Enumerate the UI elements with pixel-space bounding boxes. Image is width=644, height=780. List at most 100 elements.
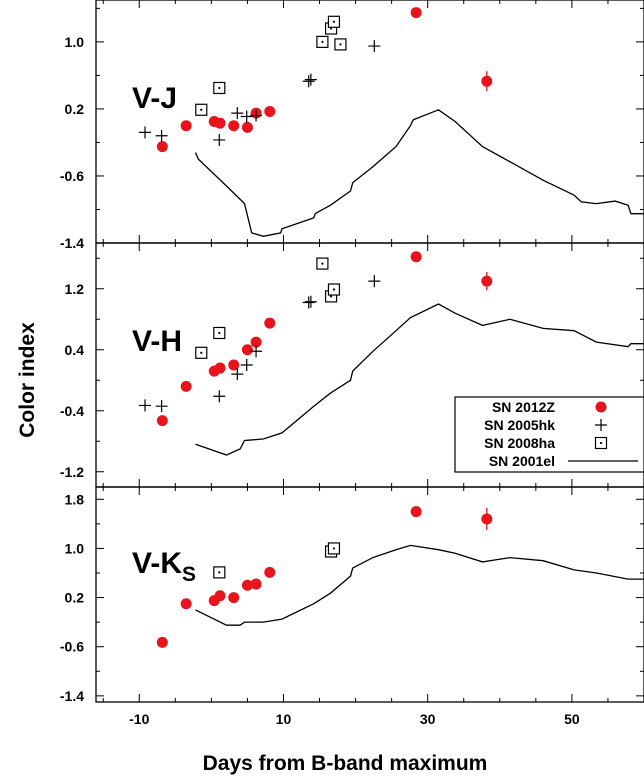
point-sn-2012z	[481, 513, 493, 525]
point-sn-2008ha	[195, 103, 208, 116]
legend-label-sn-2008ha: SN 2008ha	[484, 435, 555, 451]
point-sn-2008ha	[195, 346, 208, 359]
y-tick-label: -1.4	[60, 688, 84, 704]
panel-v-k: -1.4 -0.6 0.2 1.0 1.8 V-KS	[60, 486, 644, 704]
point-sn-2005hk	[155, 400, 168, 413]
point-sn-2005hk	[302, 296, 315, 309]
point-sn-2008ha	[213, 81, 226, 95]
y-tick-label: -1.2	[60, 464, 84, 480]
point-sn-2012z	[180, 598, 192, 610]
point-sn-2012z	[156, 141, 168, 153]
y-tick-label: 0.4	[65, 342, 85, 358]
legend-symbol-sn-2008ha	[594, 436, 608, 450]
legend-label-sn-2012z: SN 2012Z	[492, 399, 555, 415]
point-sn-2008ha	[327, 15, 341, 28]
point-sn-2012z	[180, 380, 192, 392]
point-sn-2012z	[250, 578, 262, 590]
point-sn-2005hk	[250, 345, 263, 358]
point-sn-2012z	[228, 359, 240, 371]
series-line-sn-2001el	[194, 109, 644, 237]
point-sn-2008ha	[327, 283, 341, 296]
series-layer	[139, 7, 644, 237]
panel-label-subscript: S	[182, 563, 196, 586]
point-sn-2005hk	[240, 359, 253, 371]
point-sn-2012z	[264, 105, 276, 117]
series-line-sn-2001el	[195, 303, 644, 456]
x-axis-label: Days from B-band maximum	[203, 752, 488, 775]
point-sn-2008ha	[213, 566, 226, 579]
panel-label-v-k: V-KS	[132, 547, 196, 586]
legend-symbol-sn-2012z	[595, 401, 607, 413]
y-tick-label: 1.0	[65, 34, 85, 50]
x-tick-label: 50	[564, 711, 580, 727]
point-sn-2012z	[410, 506, 422, 518]
y-axis-label: Color index	[16, 322, 39, 438]
point-sn-2012z	[228, 592, 240, 604]
y-tick-label: -0.4	[60, 403, 84, 419]
point-sn-2005hk	[250, 109, 263, 122]
point-sn-2005hk	[213, 390, 226, 403]
legend-label-sn-2005hk: SN 2005hk	[484, 417, 555, 433]
y-tick-label: 1.0	[65, 540, 85, 556]
point-sn-2012z	[481, 275, 493, 287]
point-sn-2012z	[241, 344, 253, 356]
panel-v-j: -1.4 -0.6 0.2 1.0 V-J	[60, 0, 644, 251]
panel-frame	[95, 486, 644, 703]
point-sn-2005hk	[240, 110, 253, 123]
legend: SN 2012Z SN 2005hk SN 2008ha SN 2001el	[454, 396, 644, 473]
legend-label-sn-2001el: SN 2001el	[489, 453, 555, 469]
point-sn-2008ha	[213, 326, 226, 340]
point-sn-2005hk	[302, 75, 315, 88]
point-sn-2008ha	[316, 35, 329, 48]
point-sn-2008ha	[316, 257, 329, 270]
point-sn-2005hk	[213, 133, 226, 146]
y-tick-label: 1.2	[65, 281, 85, 297]
series-layer	[156, 506, 644, 648]
point-sn-2005hk	[231, 107, 244, 120]
point-sn-2012z	[250, 336, 262, 348]
y-tick-label: 0.2	[65, 101, 85, 117]
point-sn-2012z	[410, 7, 422, 19]
point-sn-2012z	[410, 251, 422, 263]
x-tick-labels: -10 10 30 50	[129, 711, 580, 727]
point-sn-2012z	[156, 415, 168, 427]
x-tick-label: 10	[276, 711, 292, 727]
point-sn-2012z	[264, 566, 276, 578]
point-sn-2005hk	[155, 129, 168, 142]
y-tick-label: -1.4	[60, 235, 84, 251]
legend-symbol-sn-2005hk	[595, 419, 607, 431]
point-sn-2005hk	[139, 126, 152, 139]
series-line-sn-2001el	[195, 544, 644, 626]
point-sn-2005hk	[139, 399, 152, 412]
point-sn-2005hk	[304, 73, 317, 86]
point-sn-2012z	[214, 117, 226, 129]
panels-group: -1.4 -0.6 0.2 1.0 V-J -1.2 -0.4 0.4 1.2 V-H -1.4 -0…	[60, 0, 644, 727]
point-sn-2012z	[156, 636, 168, 648]
point-sn-2012z	[241, 121, 253, 133]
point-sn-2008ha	[327, 542, 341, 555]
x-tick-label: 30	[420, 711, 436, 727]
panel-v-h: -1.2 -0.4 0.4 1.2 V-H	[60, 242, 644, 488]
legend-box	[454, 396, 644, 473]
point-sn-2005hk	[368, 40, 381, 53]
point-sn-2012z	[214, 362, 226, 374]
point-sn-2005hk	[231, 368, 244, 381]
point-sn-2012z	[180, 120, 192, 132]
y-tick-label: -0.6	[60, 168, 84, 184]
y-tick-label: 1.8	[65, 491, 85, 507]
point-sn-2005hk	[368, 275, 381, 288]
series-layer	[139, 251, 644, 456]
x-tick-label: -10	[129, 711, 149, 727]
point-sn-2012z	[228, 120, 240, 132]
point-sn-2012z	[214, 590, 226, 602]
point-sn-2012z	[241, 579, 253, 591]
point-sn-2008ha	[334, 38, 347, 51]
y-tick-label: -0.6	[60, 639, 84, 655]
panel-label-v-h: V-H	[132, 325, 182, 358]
point-sn-2012z	[264, 317, 276, 329]
point-sn-2012z	[481, 75, 493, 87]
y-tick-label: 0.2	[65, 590, 85, 606]
panel-label-v-j: V-J	[132, 82, 177, 115]
point-sn-2005hk	[304, 295, 317, 308]
